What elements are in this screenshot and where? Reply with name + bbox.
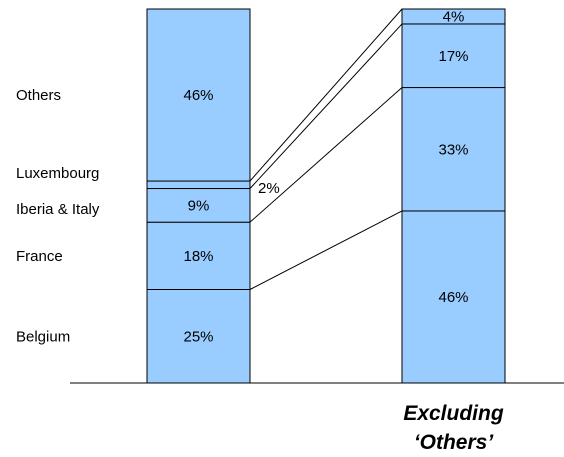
connector-line-4 (249, 8, 403, 182)
value-label-bar1-5: 46% (183, 87, 213, 104)
value-label-bar1-4: 2% (258, 180, 280, 197)
value-label-bar1-2: 18% (183, 248, 213, 265)
series-label-2: France (16, 248, 63, 265)
value-label-bar2-1: 46% (438, 289, 468, 306)
value-label-bar2-3: 17% (438, 48, 468, 65)
connector-line-3 (249, 23, 403, 189)
bar-segment-2-4 (401, 8, 506, 25)
series-label-1: Belgium (16, 328, 70, 345)
bar-segment-1-3 (146, 188, 251, 223)
value-label-bar2-2: 33% (438, 141, 468, 158)
series-label-5: Others (16, 87, 61, 104)
segment-value-labels: 25% 18% 9% 2% 46% 46% 33% 17% 4% (183, 8, 468, 345)
bar2-label-line-1: Excluding (403, 402, 504, 425)
series-label-3: Iberia & Italy (16, 201, 100, 218)
bar-segment-1-1 (146, 289, 251, 384)
bar2-label-line-2: ‘Others’ (414, 431, 495, 454)
series-label-4: Luxembourg (16, 165, 99, 182)
value-label-bar2-4: 4% (443, 8, 465, 25)
bar-segment-1-5 (146, 8, 251, 182)
bar-segment-1-4 (146, 180, 251, 190)
connector-line-2 (249, 87, 403, 223)
bar-segment-2-3 (401, 23, 506, 89)
connector-line-1 (249, 210, 403, 290)
series-labels: Belgium France Iberia & Italy Luxembourg Oth… (16, 87, 100, 345)
bar-segment-2-2 (401, 87, 506, 212)
bar-segment-2-1 (401, 210, 506, 384)
value-label-bar1-3: 9% (188, 197, 210, 214)
value-label-bar1-1: 25% (183, 328, 213, 345)
connector-lines (249, 8, 403, 290)
bars (146, 8, 506, 384)
